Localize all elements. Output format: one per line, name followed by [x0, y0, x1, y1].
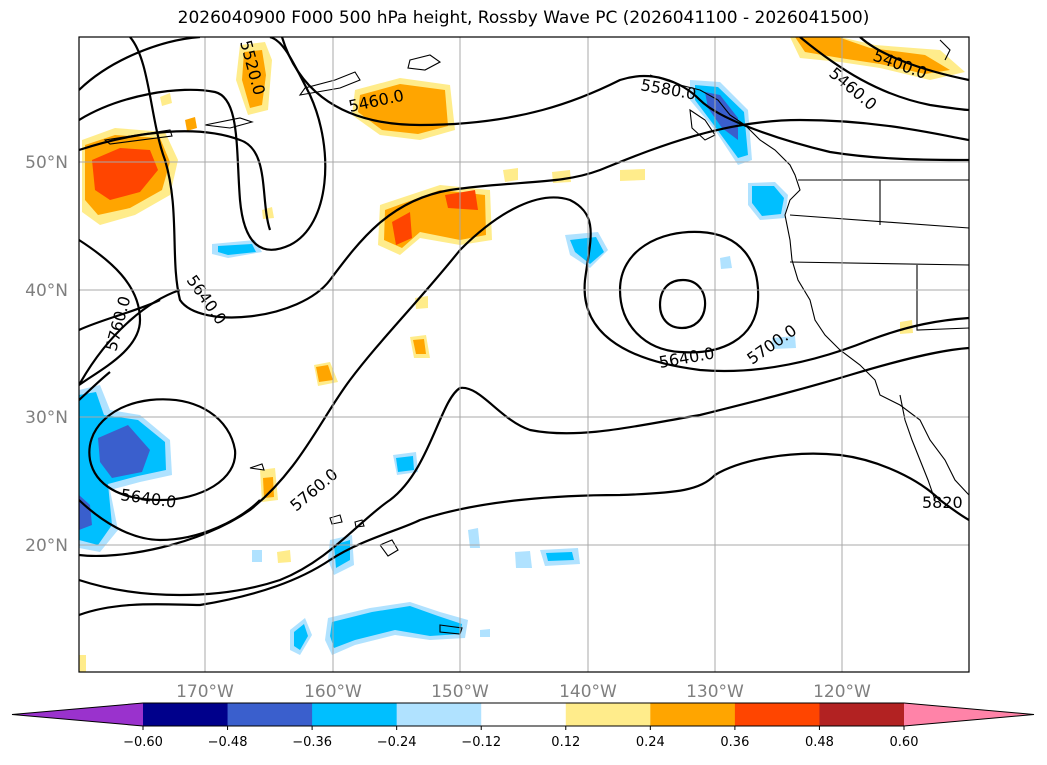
coastlines [103, 39, 969, 635]
lon-label: 130°W [686, 682, 744, 702]
colorbar-swatch [819, 703, 905, 726]
colorbar-swatch [227, 703, 313, 726]
colorbar-tick-label: −0.12 [461, 735, 501, 750]
colorbar-tick-label: 0.24 [636, 735, 665, 750]
colorbar: −0.60 −0.48 −0.36 −0.24 −0.12 0.12 0.24 0.36 0.4… [11, 702, 1035, 750]
map-frame [78, 36, 970, 673]
lon-label: 120°W [813, 682, 871, 702]
positive-anomaly-shading [79, 37, 965, 672]
colorbar-swatch [396, 703, 482, 726]
colorbar-tick-label: 0.12 [551, 735, 580, 750]
colorbar-tick-label: 0.36 [720, 735, 749, 750]
colorbar-swatch [481, 703, 567, 726]
colorbar-swatch [650, 703, 736, 726]
longitude-labels: 170°W 160°W 150°W 140°W 130°W 120°W [176, 682, 871, 702]
lon-label: 140°W [559, 682, 617, 702]
colorbar-extend-max [904, 703, 1034, 726]
lon-label: 150°W [431, 682, 489, 702]
lat-label: 50°N [25, 153, 68, 173]
colorbar-swatch [734, 703, 820, 726]
colorbar-tick-label: 0.60 [890, 735, 919, 750]
colorbar-tick-label: −0.48 [208, 735, 248, 750]
lat-label: 30°N [25, 408, 68, 428]
colorbar-swatch [312, 703, 398, 726]
lat-label: 20°N [25, 536, 68, 556]
colorbar-tick-label: 0.48 [805, 735, 834, 750]
graticule [79, 37, 969, 672]
colorbar-tick-label: −0.36 [292, 735, 332, 750]
colorbar-swatch [565, 703, 651, 726]
colorbar-swatch [143, 703, 229, 726]
latitude-labels: 50°N 40°N 30°N 20°N [25, 153, 68, 556]
map-title: 2026040900 F000 500 hPa height, Rossby W… [177, 8, 870, 28]
lon-label: 170°W [176, 682, 234, 702]
contour-label: 5820 [922, 493, 963, 512]
height-contours [79, 37, 969, 617]
lon-label: 160°W [304, 682, 362, 702]
lat-label: 40°N [25, 281, 68, 301]
colorbar-extend-min [12, 703, 143, 726]
colorbar-tick-label: −0.24 [377, 735, 417, 750]
colorbar-tick-label: −0.60 [123, 735, 163, 750]
